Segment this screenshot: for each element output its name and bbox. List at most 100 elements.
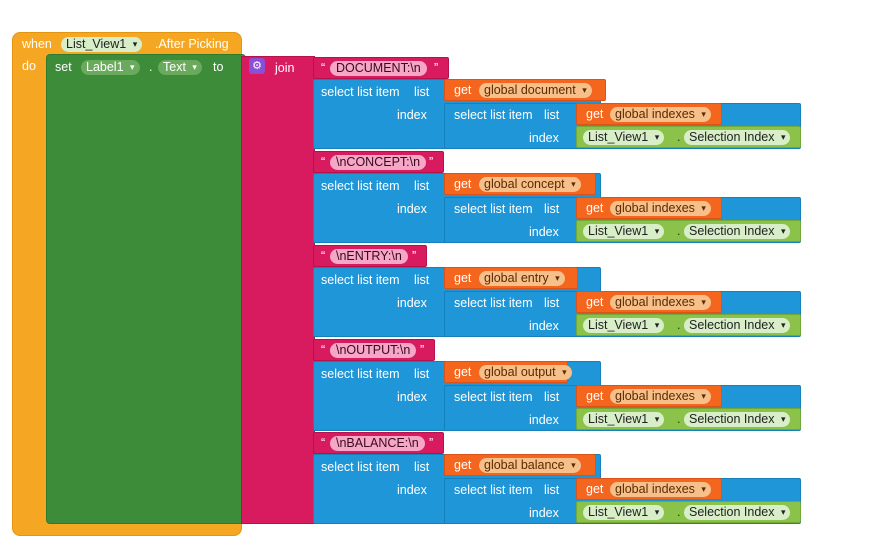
select-list-item-label: select list item (454, 108, 533, 122)
index-socket-label: index (529, 225, 559, 239)
property-dropdown[interactable]: Selection Index (684, 505, 791, 520)
global-indexes-dropdown[interactable]: global indexes (610, 295, 711, 310)
get-global-var-block[interactable]: get global output (444, 361, 572, 383)
get-label: get (454, 365, 472, 379)
list-socket-label: list (544, 390, 560, 404)
global-var-dropdown[interactable]: global document (479, 83, 592, 98)
text-block[interactable]: “ DOCUMENT:\n ” (313, 57, 449, 79)
global-var-dropdown[interactable]: global entry (479, 271, 565, 286)
select-list-item-label: select list item (454, 390, 533, 404)
index-socket-label: index (397, 202, 427, 216)
select-list-item-label: select list item (321, 273, 400, 287)
get-global-var-block[interactable]: get global document (444, 79, 606, 101)
get-global-indexes-block[interactable]: get global indexes (576, 478, 722, 500)
get-label: get (586, 389, 604, 403)
list-socket-label: list (544, 483, 560, 497)
text-block[interactable]: “ \nCONCEPT:\n ” (313, 151, 444, 173)
get-label: get (454, 177, 472, 191)
list-socket-label: list (414, 367, 430, 381)
index-socket-label: index (397, 108, 427, 122)
select-list-item-label: select list item (454, 483, 533, 497)
text-string-field[interactable]: DOCUMENT:\n (330, 61, 427, 76)
get-global-var-block[interactable]: get global balance (444, 454, 596, 476)
selection-index-getter-block[interactable]: List_View1 . Selection Index (576, 501, 801, 523)
setter-dot: . (149, 60, 153, 74)
text-string-field[interactable]: \nBALANCE:\n (330, 436, 425, 451)
getter-dot: . (677, 224, 681, 238)
selection-index-getter-block[interactable]: List_View1 . Selection Index (576, 126, 801, 148)
event-name-label: .After Picking (155, 37, 229, 51)
get-global-indexes-block[interactable]: get global indexes (576, 291, 722, 313)
component-dropdown[interactable]: List_View1 (583, 224, 665, 239)
quote-close: ” (429, 436, 434, 450)
event-component-dropdown[interactable]: List_View1 (61, 37, 143, 52)
getter-dot: . (677, 505, 681, 519)
quote-open: “ (321, 343, 326, 357)
selection-index-getter-block[interactable]: List_View1 . Selection Index (576, 220, 801, 242)
getter-dot: . (677, 318, 681, 332)
property-dropdown[interactable]: Selection Index (684, 130, 791, 145)
get-label: get (586, 107, 604, 121)
text-block[interactable]: “ \nOUTPUT:\n ” (313, 339, 435, 361)
index-socket-label: index (397, 483, 427, 497)
text-string-field[interactable]: \nENTRY:\n (330, 249, 408, 264)
property-dropdown[interactable]: Selection Index (684, 224, 791, 239)
global-indexes-dropdown[interactable]: global indexes (610, 201, 711, 216)
text-block[interactable]: “ \nENTRY:\n ” (313, 245, 427, 267)
global-indexes-dropdown[interactable]: global indexes (610, 482, 711, 497)
when-label: when (22, 37, 52, 51)
select-list-item-label: select list item (321, 85, 400, 99)
list-socket-label: list (414, 85, 430, 99)
get-global-indexes-block[interactable]: get global indexes (576, 197, 722, 219)
getter-dot: . (677, 412, 681, 426)
global-var-dropdown[interactable]: global balance (479, 458, 581, 473)
index-socket-label: index (529, 506, 559, 520)
component-dropdown[interactable]: List_View1 (583, 318, 665, 333)
selection-index-getter-block[interactable]: List_View1 . Selection Index (576, 314, 801, 336)
quote-close: ” (434, 61, 439, 75)
global-var-dropdown[interactable]: global output (479, 365, 572, 380)
select-list-item-label: select list item (321, 367, 400, 381)
set-label-text-block[interactable]: set Label1 . Text to (46, 54, 246, 524)
quote-close: ” (420, 343, 425, 357)
get-global-var-block[interactable]: get global concept (444, 173, 596, 195)
list-socket-label: list (414, 273, 430, 287)
getter-dot: . (677, 130, 681, 144)
join-label: join (275, 61, 295, 75)
list-socket-label: list (414, 460, 430, 474)
index-socket-label: index (397, 296, 427, 310)
join-block[interactable]: join (241, 56, 315, 524)
property-dropdown[interactable]: Selection Index (684, 412, 791, 427)
selection-index-getter-block[interactable]: List_View1 . Selection Index (576, 408, 801, 430)
component-dropdown[interactable]: List_View1 (583, 412, 665, 427)
text-string-field[interactable]: \nCONCEPT:\n (330, 155, 427, 170)
get-label: get (454, 458, 472, 472)
text-block[interactable]: “ \nBALANCE:\n ” (313, 432, 444, 454)
get-global-indexes-block[interactable]: get global indexes (576, 103, 722, 125)
component-dropdown[interactable]: List_View1 (583, 505, 665, 520)
to-label: to (213, 60, 224, 74)
global-indexes-dropdown[interactable]: global indexes (610, 107, 711, 122)
list-socket-label: list (544, 296, 560, 310)
component-dropdown[interactable]: List_View1 (583, 130, 665, 145)
setter-component-dropdown[interactable]: Label1 (81, 60, 140, 75)
quote-close: ” (429, 155, 434, 169)
index-socket-label: index (529, 413, 559, 427)
get-label: get (586, 201, 604, 215)
get-label: get (454, 271, 472, 285)
select-list-item-label: select list item (454, 202, 533, 216)
index-socket-label: index (529, 131, 559, 145)
get-global-indexes-block[interactable]: get global indexes (576, 385, 722, 407)
get-label: get (454, 83, 472, 97)
index-socket-label: index (397, 390, 427, 404)
setter-property-dropdown[interactable]: Text (158, 60, 202, 75)
global-var-dropdown[interactable]: global concept (479, 177, 581, 192)
property-dropdown[interactable]: Selection Index (684, 318, 791, 333)
quote-close: ” (412, 249, 417, 263)
global-indexes-dropdown[interactable]: global indexes (610, 389, 711, 404)
text-string-field[interactable]: \nOUTPUT:\n (330, 343, 417, 358)
do-label: do (22, 59, 36, 73)
mutator-gear-icon[interactable]: ⚙ (249, 58, 265, 74)
get-global-var-block[interactable]: get global entry (444, 267, 578, 289)
index-socket-label: index (529, 319, 559, 333)
